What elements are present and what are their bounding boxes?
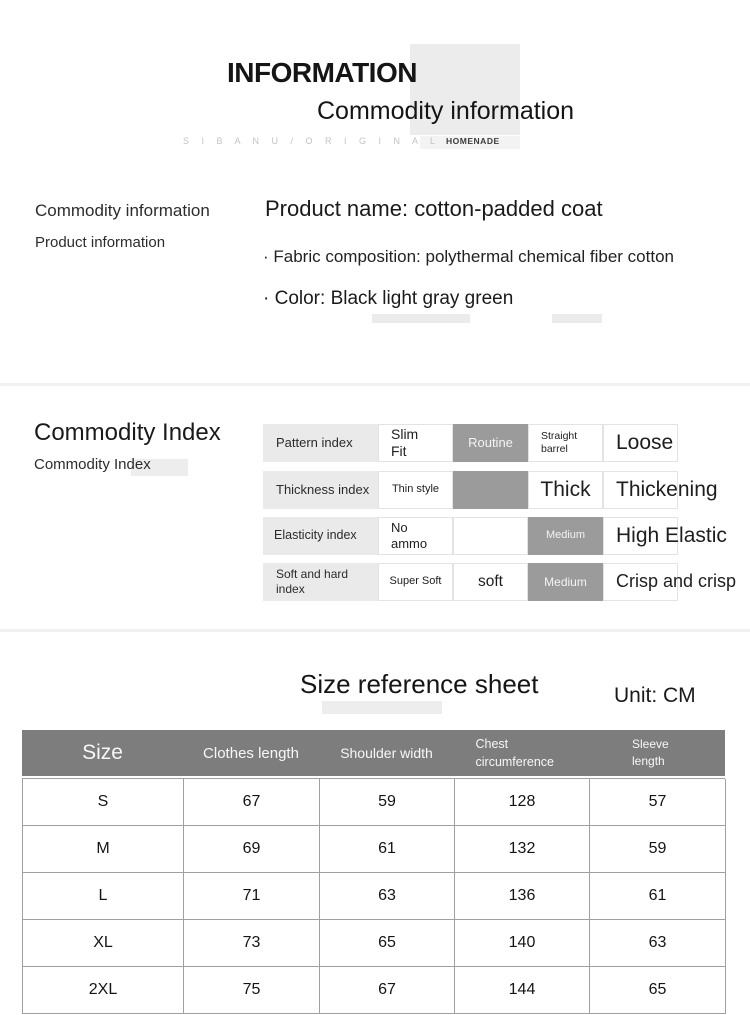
size-value: 140 xyxy=(455,920,590,967)
size-value: 75 xyxy=(184,967,320,1014)
page-title: INFORMATION xyxy=(227,57,417,88)
index-cell: Thick xyxy=(528,471,603,509)
index-row-label: Elasticity index xyxy=(263,517,378,555)
commodity-index-title: Commodity Index xyxy=(34,419,221,446)
index-cell: No ammo xyxy=(378,517,453,555)
index-cell: soft xyxy=(453,563,528,601)
index-cell-selected: Routine xyxy=(453,424,528,462)
sidebar-commodity-information: Commodity information xyxy=(35,201,210,220)
size-value: 57 xyxy=(590,779,726,826)
index-cell: Straight barrel xyxy=(528,424,603,462)
section-divider xyxy=(0,629,750,632)
brand-letters: S I B A N U / O R I G I N A L xyxy=(183,136,441,146)
size-value: 61 xyxy=(590,873,726,920)
index-row-thickness: Thickness index Thin style Thick Thicken… xyxy=(263,471,718,509)
size-value: 136 xyxy=(455,873,590,920)
size-table-header-size: Size xyxy=(82,741,123,764)
translation-artifact xyxy=(420,136,520,149)
size-table-header: Size Clothes length Shoulder width Chest… xyxy=(22,730,725,776)
size-value: 63 xyxy=(320,873,455,920)
product-color: · Color: Black light gray green xyxy=(263,288,514,309)
product-fabric-composition: · Fabric composition: polythermal chemic… xyxy=(263,247,674,266)
size-value: 59 xyxy=(590,826,726,873)
index-cell: Slim Fit xyxy=(378,424,453,462)
index-row-pattern: Pattern index Slim Fit Routine Straight … xyxy=(263,424,678,462)
size-sheet-title: Size reference sheet xyxy=(300,669,539,699)
index-cell xyxy=(453,517,528,555)
index-row-label: Soft and hard index xyxy=(263,563,378,601)
size-value: 128 xyxy=(455,779,590,826)
size-table-header-sleeve-length: Sleeve length xyxy=(632,736,669,768)
index-row-label: Thickness index xyxy=(263,471,378,509)
size-value: 63 xyxy=(590,920,726,967)
translation-artifact xyxy=(410,44,520,135)
size-table-header-clothes-length: Clothes length xyxy=(203,744,299,762)
index-cell-selected: Medium xyxy=(528,563,603,601)
size-label: L xyxy=(23,873,184,920)
section-divider xyxy=(0,383,750,386)
index-row-softness: Soft and hard index Super Soft soft Medi… xyxy=(263,563,736,601)
translation-artifact xyxy=(131,459,188,476)
size-value: 71 xyxy=(184,873,320,920)
size-label: M xyxy=(23,826,184,873)
index-row-elasticity: Elasticity index No ammo Medium High Ela… xyxy=(263,517,727,555)
size-sheet-unit: Unit: CM xyxy=(614,684,696,707)
page-subtitle: Commodity information xyxy=(317,97,575,125)
index-cell: Loose xyxy=(603,424,678,462)
size-value: 132 xyxy=(455,826,590,873)
size-value: 61 xyxy=(320,826,455,873)
brand-suffix: HOMENADE xyxy=(446,136,500,146)
size-table-header-shoulder-width: Shoulder width xyxy=(340,745,433,761)
index-cell: Crisp and crisp xyxy=(603,563,736,601)
index-cell: High Elastic xyxy=(603,517,727,555)
index-row-label: Pattern index xyxy=(263,424,378,462)
index-cell: Super Soft xyxy=(378,563,453,601)
commodity-index-subtitle: Commodity Index xyxy=(34,456,151,473)
translation-artifact xyxy=(372,314,470,323)
size-label: 2XL xyxy=(23,967,184,1014)
index-cell-selected: Medium xyxy=(528,517,603,555)
index-cell-selected xyxy=(453,471,528,509)
product-name: Product name: cotton-padded coat xyxy=(265,196,603,221)
index-cell: Thin style xyxy=(378,471,453,509)
size-value: 59 xyxy=(320,779,455,826)
size-table-header-chest-circumference: Chest circumference xyxy=(475,736,555,769)
size-value: 144 xyxy=(455,967,590,1014)
translation-artifact xyxy=(322,701,442,714)
sidebar-product-information: Product information xyxy=(35,234,166,251)
size-table-body: S 67 59 128 57 M 69 61 132 59 L 71 63 13… xyxy=(22,778,726,1014)
size-label: S xyxy=(23,779,184,826)
size-value: 65 xyxy=(320,920,455,967)
brand-line: S I B A N U / O R I G I N A L HOMENADE xyxy=(183,136,500,146)
index-cell: Thickening xyxy=(603,471,718,509)
size-value: 67 xyxy=(320,967,455,1014)
size-value: 67 xyxy=(184,779,320,826)
translation-artifact xyxy=(552,314,602,323)
size-value: 65 xyxy=(590,967,726,1014)
size-value: 73 xyxy=(184,920,320,967)
size-label: XL xyxy=(23,920,184,967)
size-value: 69 xyxy=(184,826,320,873)
